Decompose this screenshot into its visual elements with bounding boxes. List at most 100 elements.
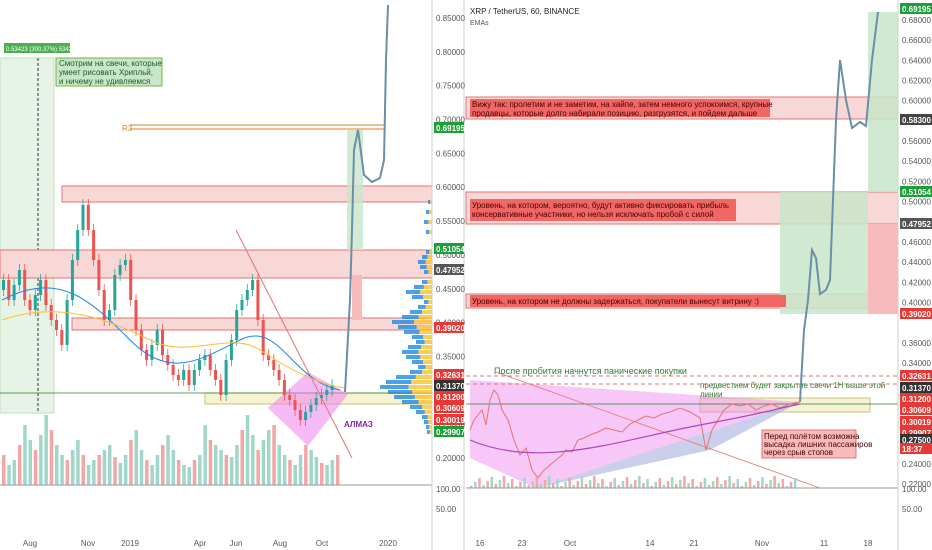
right-volume-bar (683, 476, 686, 488)
right-price-badge-text: 0.29907 (902, 429, 931, 438)
right-y-tick-label: 0.34000 (902, 359, 931, 368)
right-volume-bar (474, 482, 477, 488)
left-candle-body (219, 380, 223, 395)
left-profile-bar (392, 320, 414, 324)
left-price-badge-text: 0.30019 (436, 416, 465, 425)
left-x-tick-label: Nov (81, 539, 95, 548)
right-volume-bar (687, 483, 690, 488)
left-profile-bar (412, 360, 423, 364)
left-profile-bar (426, 210, 430, 214)
right-volume-bar (773, 476, 776, 488)
right-volume-bar (765, 484, 768, 488)
right-volume-bar (605, 486, 608, 488)
left-price-badge (434, 122, 464, 133)
left-candle-body (65, 300, 69, 345)
left-profile-bar (421, 345, 432, 349)
left-x-tick-label: 2019 (121, 539, 139, 548)
left-candle-body (176, 375, 180, 380)
left-profile-bar (423, 335, 432, 339)
left-candle-body (44, 280, 48, 305)
left-y-tick-label: 0.80000 (436, 48, 465, 57)
right-volume-bar (502, 476, 506, 488)
right-price-badge (900, 427, 932, 438)
right-volume-bar (527, 485, 530, 488)
left-volume-bar (33, 450, 38, 485)
left-volume-bar (150, 465, 154, 485)
right-note1-line: продавцы, которые долго набирали позицию… (472, 109, 758, 118)
left-profile-bar (416, 325, 432, 329)
left-price-badge (434, 402, 464, 413)
left-volume-bar (139, 450, 144, 485)
left-profile-bar (402, 400, 419, 404)
left-volume-bar (267, 430, 271, 485)
right-x-tick-label: Nov (755, 539, 769, 548)
left-price-badge-text: 0.31370 (436, 382, 465, 391)
right-note1-box (470, 99, 770, 117)
left-candle-body (7, 280, 11, 300)
left-candle-body (171, 365, 175, 375)
right-price-badge-text: 0.30019 (902, 418, 931, 427)
right-y-tick-label: 0.50000 (902, 198, 931, 207)
right-price-path (469, 389, 801, 479)
left-volume-bar (224, 455, 229, 485)
left-volume-bar (192, 460, 197, 485)
left-candle-body (240, 300, 244, 310)
left-profile-bar (427, 430, 430, 434)
left-volume-bar (272, 425, 276, 485)
right-vol-tick-label: 50.00 (902, 505, 923, 514)
left-candle-body (123, 260, 127, 265)
left-note-box (55, 57, 163, 87)
left-y-tick-label: 0.50000 (436, 251, 465, 260)
left-diamond-label: АЛМАЗ (344, 420, 373, 429)
left-candle-body (129, 260, 133, 300)
right-volume-bar (724, 480, 727, 488)
right-note6-text: Перед полётом возможна высадка лишних па… (764, 432, 875, 457)
left-candle-body (76, 230, 80, 260)
left-price-badge-text: 0.30609 (436, 404, 465, 413)
left-candle-body (70, 260, 74, 300)
left-price-badge-text: 0.47952 (436, 266, 465, 275)
left-volume-bar (65, 460, 70, 485)
left-y-tick-label: 0.35000 (436, 352, 465, 361)
left-note-line: умеет рисовать Хрипльй, (59, 68, 153, 77)
left-profile-bar (410, 370, 423, 374)
right-volume-bar (564, 482, 567, 488)
left-volume-bar (55, 445, 59, 485)
left-price-badge (434, 414, 464, 425)
left-price-badge-text: 0.51054 (436, 245, 465, 254)
left-volume-bar (203, 425, 207, 485)
left-panel: 0.53423 (300.37%) 53423 Смотрим на свечи… (0, 0, 465, 550)
left-price-badge (434, 322, 464, 333)
right-note2-text: Уровень, на котором, вероятно, будут акт… (472, 201, 731, 219)
right-volume-bar (670, 477, 674, 488)
right-y-tick-label: 0.42000 (902, 278, 931, 287)
left-candle-body (139, 330, 143, 350)
right-note3-text: Уровень, на котором не должны задержатьс… (472, 297, 759, 306)
left-candle-body (203, 355, 207, 360)
left-profile-bar (398, 325, 417, 329)
left-profile-bar (424, 420, 429, 424)
left-ema-line (1, 311, 346, 389)
right-price-badge (900, 404, 932, 415)
left-profile-bar (424, 300, 429, 304)
left-ema-line (1, 287, 341, 391)
left-volume-bar (335, 455, 340, 485)
left-y-tick-label: 0.60000 (436, 183, 465, 192)
left-profile-bar (414, 320, 432, 324)
left-candle-body (166, 355, 170, 365)
left-price-badge-text: 0.29907 (436, 428, 465, 437)
left-zone-0-60 (61, 185, 433, 203)
left-profile-bar (420, 290, 432, 294)
left-candle-body (23, 270, 27, 300)
left-volume-bar (325, 465, 329, 485)
left-profile-bar (420, 265, 427, 269)
right-price-badge (900, 416, 932, 427)
right-volume-bar (662, 485, 666, 488)
left-profile-bar (430, 200, 432, 204)
right-triangle (470, 380, 800, 488)
left-profile-bar (424, 340, 432, 344)
right-note4-text: После пробития начнутся панические покуп… (494, 366, 687, 376)
right-volume-bar (711, 481, 715, 488)
right-volume-bar (752, 485, 756, 488)
left-profile-bar (422, 280, 428, 284)
